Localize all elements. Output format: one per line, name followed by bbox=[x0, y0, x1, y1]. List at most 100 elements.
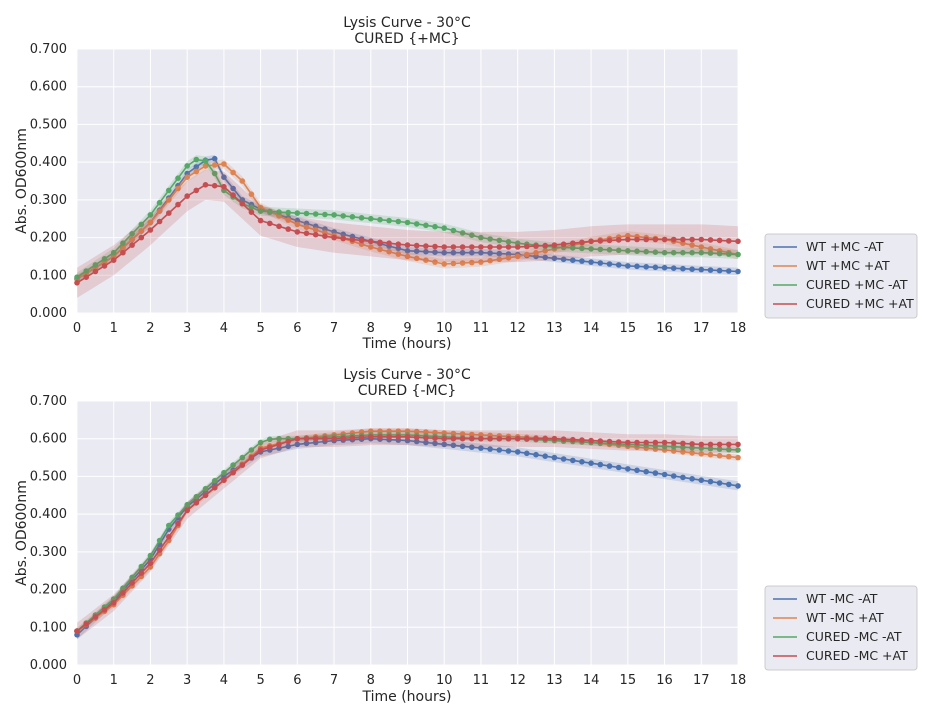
data-point bbox=[634, 467, 640, 474]
x-tick-label: 18 bbox=[730, 321, 747, 336]
data-point bbox=[469, 259, 475, 266]
data-point bbox=[505, 244, 512, 250]
data-point bbox=[680, 236, 686, 243]
data-point bbox=[643, 248, 649, 255]
chart-title: Lysis Curve - 30°C bbox=[343, 15, 471, 31]
data-point bbox=[395, 218, 402, 225]
data-point bbox=[120, 590, 126, 596]
data-point bbox=[615, 262, 622, 268]
data-point bbox=[184, 507, 190, 514]
data-point bbox=[129, 580, 135, 586]
data-point bbox=[579, 245, 585, 252]
data-point bbox=[184, 193, 190, 199]
data-point bbox=[735, 454, 741, 461]
y-tick-labels: 0.000 0.100 0.200 0.300 0.400 0.500 0.600 0.700 bbox=[30, 394, 67, 673]
legend-label: CURED -MC +AT bbox=[806, 648, 908, 663]
data-point bbox=[652, 236, 659, 243]
data-point bbox=[661, 439, 668, 446]
legend-label: WT +MC +AT bbox=[806, 258, 890, 273]
data-point bbox=[670, 265, 677, 272]
data-point bbox=[478, 244, 484, 250]
data-point bbox=[726, 268, 732, 274]
data-point bbox=[615, 247, 622, 254]
data-point bbox=[514, 435, 521, 442]
data-point bbox=[322, 233, 328, 239]
data-point bbox=[670, 448, 677, 454]
data-point bbox=[606, 463, 613, 469]
data-point bbox=[487, 435, 493, 442]
data-point bbox=[138, 234, 145, 241]
y-tick-label: 0.100 bbox=[30, 268, 67, 283]
legend-label: WT +MC -AT bbox=[806, 239, 884, 254]
data-point bbox=[120, 240, 126, 246]
data-point bbox=[138, 570, 145, 576]
data-point bbox=[312, 227, 319, 233]
x-tick-label: 9 bbox=[403, 321, 411, 336]
data-point bbox=[680, 474, 686, 481]
data-point bbox=[377, 434, 383, 440]
data-point bbox=[597, 260, 604, 266]
data-point bbox=[459, 244, 466, 250]
data-point bbox=[698, 441, 705, 448]
data-point bbox=[496, 237, 503, 244]
data-point bbox=[716, 267, 723, 274]
y-tick-label: 0.200 bbox=[30, 583, 67, 598]
data-point bbox=[533, 249, 539, 256]
data-point bbox=[615, 237, 622, 243]
data-point bbox=[368, 215, 374, 222]
data-point bbox=[74, 628, 80, 634]
data-point bbox=[487, 446, 493, 452]
data-point bbox=[193, 168, 200, 175]
data-point bbox=[579, 239, 585, 246]
data-point bbox=[147, 212, 154, 218]
data-point bbox=[377, 246, 383, 253]
data-point bbox=[625, 248, 631, 254]
data-point bbox=[661, 236, 668, 243]
data-point bbox=[193, 156, 200, 163]
data-point bbox=[524, 450, 530, 457]
data-point bbox=[698, 249, 705, 256]
data-point bbox=[707, 451, 714, 458]
y-axis-label: Abs. OD600nm bbox=[14, 480, 30, 586]
data-point bbox=[459, 260, 466, 266]
x-tick-label: 0 bbox=[73, 321, 81, 336]
data-point bbox=[248, 191, 255, 197]
data-point bbox=[276, 435, 282, 442]
data-point bbox=[670, 249, 677, 256]
data-point bbox=[395, 245, 402, 252]
data-point bbox=[432, 435, 438, 442]
data-point bbox=[322, 211, 328, 218]
x-tick-label: 11 bbox=[473, 321, 490, 336]
chart-bottom: Lysis Curve - 30°C CURED {-MC} 0.000 0.10… bbox=[14, 367, 918, 705]
data-point bbox=[441, 441, 448, 448]
y-tick-label: 0.100 bbox=[30, 620, 67, 635]
data-point bbox=[634, 248, 640, 254]
data-point bbox=[478, 259, 484, 265]
data-point bbox=[239, 178, 246, 184]
data-point bbox=[615, 439, 622, 445]
data-point bbox=[395, 241, 402, 247]
data-point bbox=[129, 574, 135, 581]
data-point bbox=[496, 435, 503, 442]
data-point bbox=[312, 211, 319, 217]
data-point bbox=[156, 208, 163, 214]
data-point bbox=[83, 274, 89, 281]
data-point bbox=[726, 251, 732, 257]
x-tick-label: 10 bbox=[436, 673, 453, 688]
y-tick-label: 0.000 bbox=[30, 306, 67, 321]
data-point bbox=[74, 280, 80, 286]
data-point bbox=[597, 461, 604, 468]
data-point bbox=[459, 249, 466, 256]
data-point bbox=[606, 237, 613, 244]
data-point bbox=[147, 552, 154, 559]
data-point bbox=[184, 163, 190, 169]
data-point bbox=[661, 471, 668, 478]
x-tick-label: 15 bbox=[620, 673, 637, 688]
data-point bbox=[386, 248, 392, 255]
data-point bbox=[551, 454, 558, 461]
data-point bbox=[533, 435, 539, 442]
data-point bbox=[625, 263, 631, 269]
x-tick-label: 12 bbox=[509, 321, 526, 336]
data-point bbox=[221, 161, 227, 167]
data-point bbox=[138, 228, 145, 234]
